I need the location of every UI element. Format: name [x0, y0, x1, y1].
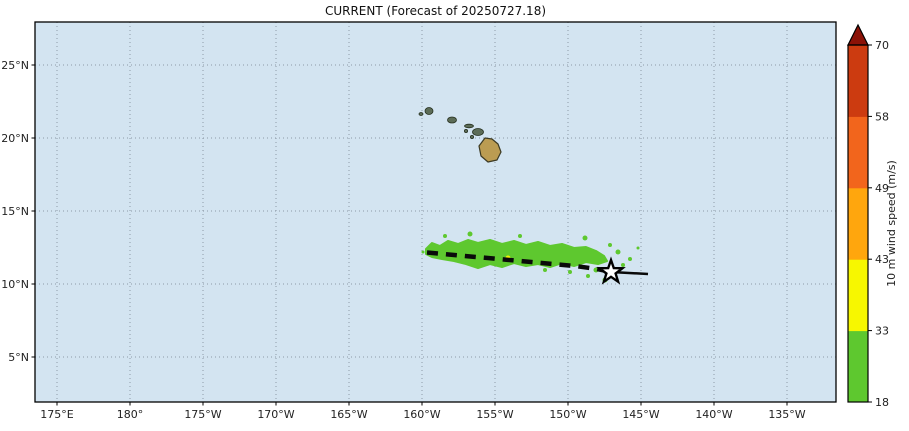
y-tick-label: 20°N — [1, 132, 29, 145]
colorbar-tick-label: 58 — [875, 110, 889, 123]
colorbar-frame — [847, 44, 869, 403]
x-tick-label: 150°W — [549, 408, 586, 421]
ocean-background — [35, 22, 836, 402]
wind-swath-speckle — [568, 270, 572, 274]
island-molokai — [464, 123, 474, 129]
colorbar-segment-33-43 — [848, 259, 868, 332]
colorbar-over-arrow — [847, 23, 869, 46]
y-tick-label: 10°N — [1, 278, 29, 291]
map-frame — [34, 21, 837, 403]
colorbar-tick-label: 33 — [875, 325, 889, 338]
wind-swath-speckle — [621, 263, 625, 267]
wind-swath-speckle — [608, 243, 612, 247]
island-lanai — [463, 128, 468, 133]
island-hawaii-big-island — [478, 137, 502, 163]
colorbar-tick-label: 49 — [875, 182, 889, 195]
x-tick-label: 165°W — [330, 408, 367, 421]
y-tick-label: 5°N — [8, 351, 29, 364]
wind-swath-speckle — [586, 274, 590, 278]
colorbar-segment-58-70 — [848, 45, 868, 117]
wind-swath-speckle — [615, 249, 621, 255]
x-tick-label: 175°E — [40, 408, 73, 421]
chart-title: CURRENT (Forecast of 20250727.18) — [324, 4, 547, 18]
colorbar-segment-49-58 — [848, 116, 868, 189]
wind-swath-speckle — [467, 231, 473, 237]
island-oahu — [447, 116, 457, 124]
x-tick-label: 135°W — [768, 408, 805, 421]
wind-swath-speckle — [421, 250, 425, 254]
wind-swath-speckle — [518, 234, 522, 238]
wind-swath-speckle — [628, 257, 632, 261]
island-niihau — [418, 112, 424, 116]
current-position-star — [596, 256, 626, 285]
colorbar-axis-label: 10 m wind speed (m/s) — [885, 160, 898, 287]
island-kahoolawe — [469, 134, 474, 139]
y-tick-label: 15°N — [1, 205, 29, 218]
colorbar-segment-43-49 — [848, 187, 868, 260]
y-tick-label: 25°N — [1, 59, 29, 72]
island-maui — [472, 128, 484, 136]
x-tick-label: 180° — [117, 408, 144, 421]
wind-swath-speckle — [636, 246, 640, 250]
x-tick-label: 170°W — [257, 408, 294, 421]
wind-swath-speckle — [582, 235, 588, 241]
x-tick-label: 175°W — [184, 408, 221, 421]
x-tick-label: 145°W — [622, 408, 659, 421]
wind-swath-18-33ms — [425, 239, 608, 269]
wind-swath-speckle — [543, 268, 547, 272]
x-tick-label: 140°W — [695, 408, 732, 421]
wind-swath-speckle — [443, 234, 447, 238]
colorbar-tick-label: 43 — [875, 253, 889, 266]
colorbar-tick-label: 18 — [875, 396, 889, 409]
x-tick-label: 160°W — [403, 408, 440, 421]
island-kauai — [424, 107, 434, 115]
colorbar-tick-label: 70 — [875, 39, 889, 52]
colorbar-segment-18-33 — [848, 330, 868, 403]
x-tick-label: 155°W — [476, 408, 513, 421]
